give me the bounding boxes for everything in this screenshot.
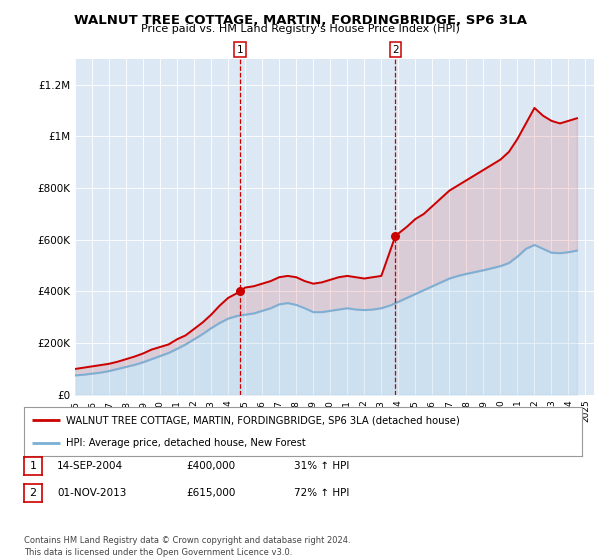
Text: HPI: Average price, detached house, New Forest: HPI: Average price, detached house, New … (66, 438, 305, 448)
Text: £615,000: £615,000 (186, 488, 235, 498)
Text: Contains HM Land Registry data © Crown copyright and database right 2024.
This d: Contains HM Land Registry data © Crown c… (24, 536, 350, 557)
Text: £400,000: £400,000 (186, 461, 235, 471)
Text: 01-NOV-2013: 01-NOV-2013 (57, 488, 127, 498)
Text: 1: 1 (237, 45, 244, 55)
Text: 14-SEP-2004: 14-SEP-2004 (57, 461, 123, 471)
Text: 1: 1 (29, 461, 37, 471)
Text: 31% ↑ HPI: 31% ↑ HPI (294, 461, 349, 471)
Text: 72% ↑ HPI: 72% ↑ HPI (294, 488, 349, 498)
Text: WALNUT TREE COTTAGE, MARTIN, FORDINGBRIDGE, SP6 3LA (detached house): WALNUT TREE COTTAGE, MARTIN, FORDINGBRID… (66, 416, 460, 426)
Text: Price paid vs. HM Land Registry's House Price Index (HPI): Price paid vs. HM Land Registry's House … (140, 24, 460, 34)
Text: 2: 2 (392, 45, 399, 55)
Text: WALNUT TREE COTTAGE, MARTIN, FORDINGBRIDGE, SP6 3LA: WALNUT TREE COTTAGE, MARTIN, FORDINGBRID… (74, 14, 527, 27)
Text: 2: 2 (29, 488, 37, 498)
